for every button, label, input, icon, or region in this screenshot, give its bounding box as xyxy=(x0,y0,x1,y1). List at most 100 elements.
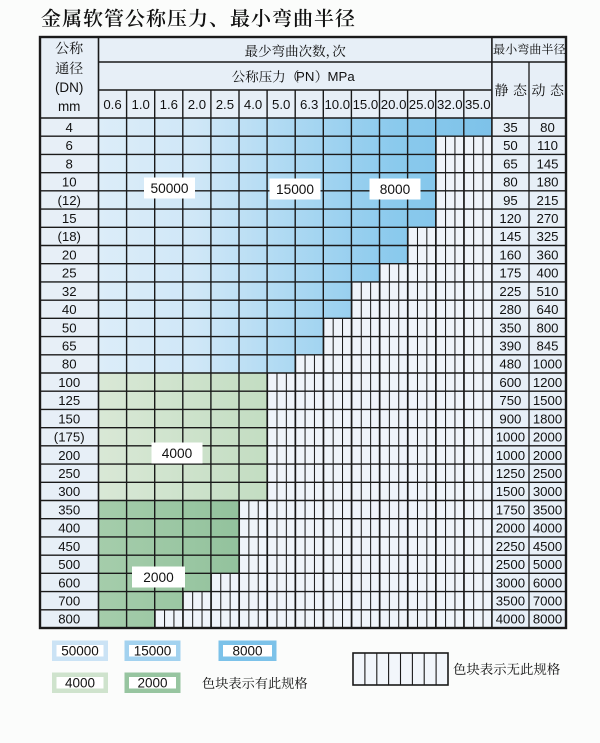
svg-text:95: 95 xyxy=(503,193,518,208)
svg-text:50: 50 xyxy=(62,320,77,335)
svg-text:6000: 6000 xyxy=(533,575,562,590)
svg-text:280: 280 xyxy=(499,302,521,317)
svg-text:35.0: 35.0 xyxy=(465,97,491,112)
svg-text:mm: mm xyxy=(58,99,81,114)
svg-text:600: 600 xyxy=(58,575,80,590)
svg-text:600: 600 xyxy=(499,375,521,390)
svg-text:400: 400 xyxy=(536,266,558,281)
svg-text:2250: 2250 xyxy=(496,539,525,554)
svg-text:10: 10 xyxy=(62,175,77,190)
svg-text:120: 120 xyxy=(499,211,521,226)
svg-text:350: 350 xyxy=(58,502,80,517)
svg-text:4000: 4000 xyxy=(65,676,95,691)
svg-text:10.0: 10.0 xyxy=(324,97,350,112)
svg-text:(175): (175) xyxy=(54,430,85,445)
svg-text:15000: 15000 xyxy=(134,644,172,659)
svg-text:15: 15 xyxy=(62,211,77,226)
svg-text:160: 160 xyxy=(499,247,521,262)
svg-text:4500: 4500 xyxy=(533,539,562,554)
svg-text:80: 80 xyxy=(62,357,77,372)
svg-text:8: 8 xyxy=(66,156,73,171)
svg-text:325: 325 xyxy=(536,229,558,244)
svg-text:8000: 8000 xyxy=(533,612,562,627)
svg-text:32.0: 32.0 xyxy=(437,97,463,112)
svg-text:40: 40 xyxy=(62,302,77,317)
svg-text:8000: 8000 xyxy=(232,644,262,659)
svg-text:2000: 2000 xyxy=(143,570,174,585)
svg-text:25.0: 25.0 xyxy=(409,97,435,112)
svg-text:4: 4 xyxy=(66,120,73,135)
svg-text:50: 50 xyxy=(503,138,518,153)
svg-text:1250: 1250 xyxy=(496,466,525,481)
svg-text:350: 350 xyxy=(499,320,521,335)
svg-text:6: 6 xyxy=(66,138,73,153)
svg-text:300: 300 xyxy=(58,484,80,499)
svg-text:15000: 15000 xyxy=(276,182,314,197)
svg-text:(12): (12) xyxy=(57,193,80,208)
svg-text:125: 125 xyxy=(58,393,80,408)
svg-text:5000: 5000 xyxy=(533,557,562,572)
svg-text:(18): (18) xyxy=(57,229,80,244)
svg-text:4000: 4000 xyxy=(496,612,525,627)
svg-text:390: 390 xyxy=(499,339,521,354)
svg-text:3000: 3000 xyxy=(533,484,562,499)
svg-text:20.0: 20.0 xyxy=(381,97,407,112)
svg-text:80: 80 xyxy=(503,175,518,190)
svg-text:400: 400 xyxy=(58,521,80,536)
svg-text:1500: 1500 xyxy=(496,484,525,499)
svg-text:800: 800 xyxy=(536,320,558,335)
svg-text:35: 35 xyxy=(503,120,518,135)
svg-text:4000: 4000 xyxy=(533,521,562,536)
svg-text:180: 180 xyxy=(536,175,558,190)
svg-text:360: 360 xyxy=(536,247,558,262)
svg-text:1.0: 1.0 xyxy=(132,97,150,112)
svg-text:1000: 1000 xyxy=(496,430,525,445)
svg-text:1000: 1000 xyxy=(533,357,562,372)
svg-text:150: 150 xyxy=(58,411,80,426)
svg-text:1500: 1500 xyxy=(533,393,562,408)
svg-text:215: 215 xyxy=(536,193,558,208)
svg-text:3500: 3500 xyxy=(533,502,562,517)
svg-text:2000: 2000 xyxy=(533,448,562,463)
svg-text:80: 80 xyxy=(540,120,555,135)
svg-text:900: 900 xyxy=(499,411,521,426)
svg-text:2500: 2500 xyxy=(533,466,562,481)
svg-text:1.6: 1.6 xyxy=(160,97,178,112)
svg-text:2.5: 2.5 xyxy=(216,97,234,112)
svg-text:250: 250 xyxy=(58,466,80,481)
svg-text:200: 200 xyxy=(58,448,80,463)
svg-text:25: 25 xyxy=(62,266,77,281)
svg-text:1750: 1750 xyxy=(496,502,525,517)
svg-text:1800: 1800 xyxy=(533,411,562,426)
svg-text:6.3: 6.3 xyxy=(300,97,318,112)
svg-text:4000: 4000 xyxy=(162,446,193,461)
svg-text:50000: 50000 xyxy=(150,181,188,196)
svg-text:2000: 2000 xyxy=(496,521,525,536)
svg-text:145: 145 xyxy=(499,229,521,244)
svg-text:8000: 8000 xyxy=(380,182,411,197)
svg-text:270: 270 xyxy=(536,211,558,226)
svg-text:4.0: 4.0 xyxy=(244,97,262,112)
svg-text:500: 500 xyxy=(58,557,80,572)
svg-text:175: 175 xyxy=(499,266,521,281)
svg-text:65: 65 xyxy=(503,156,518,171)
svg-text:15.0: 15.0 xyxy=(353,97,379,112)
svg-text:1200: 1200 xyxy=(533,375,562,390)
svg-text:750: 750 xyxy=(499,393,521,408)
svg-text:2000: 2000 xyxy=(533,430,562,445)
svg-text:110: 110 xyxy=(537,138,558,153)
svg-text:800: 800 xyxy=(58,612,80,627)
svg-text:145: 145 xyxy=(536,156,558,171)
svg-text:7000: 7000 xyxy=(533,594,562,609)
svg-text:3500: 3500 xyxy=(496,594,525,609)
svg-text:1000: 1000 xyxy=(496,448,525,463)
svg-text:3000: 3000 xyxy=(496,575,525,590)
svg-text:50000: 50000 xyxy=(61,644,99,659)
svg-text:510: 510 xyxy=(536,284,558,299)
svg-text:480: 480 xyxy=(499,357,521,372)
svg-text:2.0: 2.0 xyxy=(188,97,206,112)
svg-text:5.0: 5.0 xyxy=(272,97,290,112)
svg-text:845: 845 xyxy=(536,339,558,354)
svg-text:450: 450 xyxy=(58,539,80,554)
svg-text:225: 225 xyxy=(499,284,521,299)
